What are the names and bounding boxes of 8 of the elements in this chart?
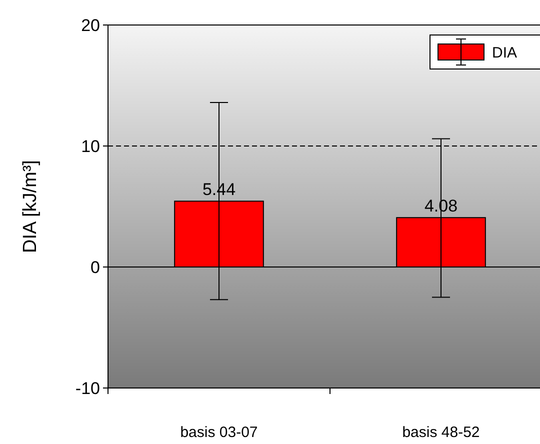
x-tick-label: basis 48-52 — [402, 424, 480, 441]
y-axis-title: DIA [kJ/m³] — [20, 160, 41, 253]
y-tick-label: 10 — [81, 136, 100, 156]
x-tick-label: basis 03-07 — [180, 424, 258, 441]
y-tick-label: 0 — [90, 258, 100, 277]
y-tick-label: -10 — [75, 378, 100, 398]
legend-label: DIA — [492, 44, 518, 62]
y-tick-label: 20 — [81, 16, 100, 35]
